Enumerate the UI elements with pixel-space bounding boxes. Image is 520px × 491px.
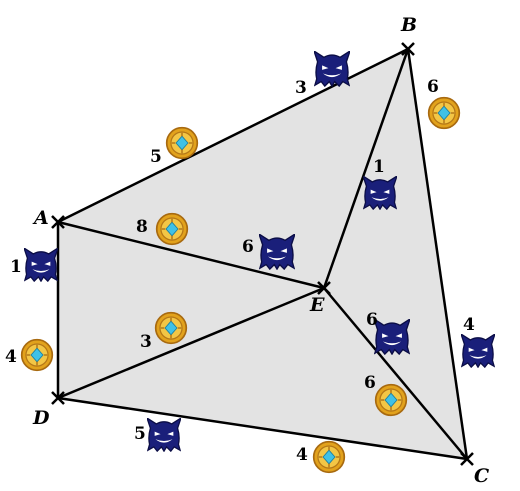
coin-icon [427,96,461,130]
vertex-label-c: C [474,465,489,487]
monster-markers: 3 4 5 1 6 1 6 [10,51,495,452]
monster-value-be: 1 [373,157,385,177]
monster-value-ec: 6 [366,310,378,330]
vertex-label-d: D [32,407,50,429]
vertex-marks [51,42,474,466]
region-abe [58,49,408,288]
coin-value-de: 3 [140,332,152,352]
region-bce [324,49,467,459]
monster-value-ab: 3 [295,78,307,98]
monster-icon [363,176,397,210]
vertex-label-e: E [309,294,325,316]
vertex-labels: A B C D E [32,14,489,487]
monster-value-bc: 4 [463,315,475,335]
monster-icon [314,51,350,87]
coin-icon [20,338,54,372]
edge-d-e [57,286,325,400]
edge-e-c [323,287,468,460]
edge-b-e [322,48,410,289]
coin-icon [155,212,189,246]
monster-icon [461,334,495,368]
vertex-mark-d [51,391,65,405]
coin-icon [312,440,346,474]
monster-icon [147,418,181,452]
coin-value-da: 4 [5,347,17,367]
monster-icon [259,234,295,270]
monster-icon [24,248,58,282]
edge-c-d [57,396,468,461]
shaded-regions [58,49,467,459]
coin-value-ab: 5 [150,147,162,167]
edge-b-c [406,48,469,460]
region-dec [58,288,467,459]
vertex-mark-b [401,42,415,56]
edge-a-e [57,220,325,290]
coin-icon [154,311,188,345]
edge-a-b [57,47,409,224]
monster-value-ae: 6 [242,237,254,257]
monster-value-cd: 5 [134,424,146,444]
vertex-mark-c [460,452,474,466]
vertex-mark-a [51,215,65,229]
coin-value-cd: 4 [296,445,308,465]
region-aed [58,222,324,398]
monster-icon [374,319,410,355]
vertex-mark-e [317,281,331,295]
vertex-label-b: B [400,14,417,36]
edges [56,47,469,461]
coin-value-bc: 6 [427,77,439,97]
coin-icon [165,126,199,160]
monster-value-da: 1 [10,257,22,277]
vertex-label-a: A [32,207,49,229]
coin-markers: 5 6 4 4 8 6 3 [5,77,461,474]
coin-value-ec: 6 [364,373,376,393]
coin-icon [374,383,408,417]
coin-value-ae: 8 [136,217,148,237]
